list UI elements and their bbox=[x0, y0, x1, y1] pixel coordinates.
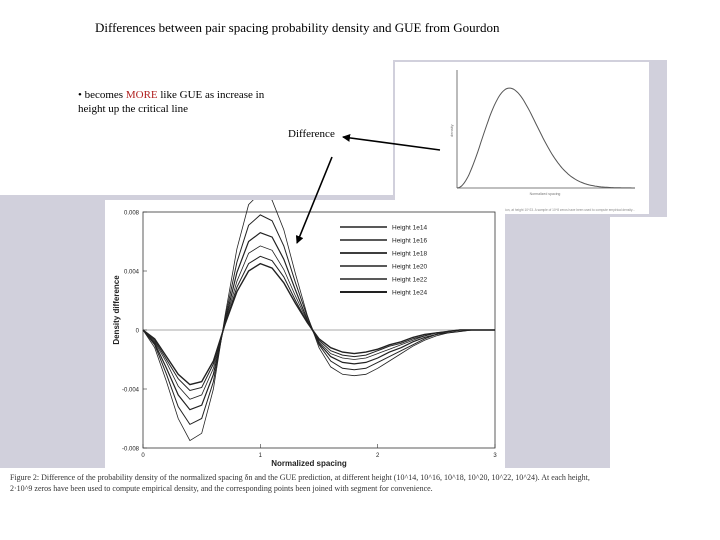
gue-density-curve bbox=[456, 87, 635, 189]
arrow-to-main-figure bbox=[295, 156, 333, 244]
bullet-highlight: MORE bbox=[125, 89, 158, 101]
figure-caption: Figure 2: Difference of the probability … bbox=[10, 473, 590, 493]
legend-label-1: Height 1e14 bbox=[392, 225, 427, 232]
gue-x-label: Normalized spacing bbox=[530, 192, 561, 196]
legend-label-3: Height 1e18 bbox=[392, 251, 427, 258]
caption-box bbox=[0, 468, 610, 500]
y-tick-label: 0 bbox=[136, 329, 140, 335]
x-tick-label: 3 bbox=[493, 453, 497, 459]
arrow-to-top-figure bbox=[342, 133, 441, 151]
x-tick-label: 0 bbox=[141, 453, 145, 459]
x-tick-label: 2 bbox=[376, 453, 380, 459]
bullet-suffix: like GUE as increase in height up the cr… bbox=[78, 89, 265, 115]
legend-label-2: Height 1e16 bbox=[392, 238, 427, 245]
y-axis-label: Density difference bbox=[112, 275, 121, 345]
slide-title: Differences between pair spacing probabi… bbox=[95, 20, 500, 35]
y-tick-label: -0.004 bbox=[122, 388, 140, 394]
gue-caption: Figure 1: Probability density of the nor… bbox=[399, 208, 635, 212]
y-tick-label: 0.004 bbox=[124, 270, 140, 276]
legend-label-5: Height 1e22 bbox=[392, 277, 427, 284]
gue-density-plot: density Normalized spacing Figure 1: Pro… bbox=[399, 70, 635, 212]
x-tick-label: 1 bbox=[259, 453, 263, 459]
density-difference-figure: 0.008 0.004 0 -0.004 -0.008 0 1 2 3 Normalized sp… bbox=[105, 192, 505, 468]
legend-label-6: Height 1e24 bbox=[392, 290, 427, 297]
gue-density-figure: density Normalized spacing Figure 1: Pro… bbox=[395, 62, 649, 214]
gue-y-label: density bbox=[449, 124, 454, 137]
series-line-3 bbox=[142, 232, 495, 411]
bullet-prefix: • becomes bbox=[78, 89, 126, 101]
legend-label-4: Height 1e20 bbox=[392, 264, 427, 271]
x-axis-label: Normalized spacing bbox=[271, 459, 347, 468]
y-tick-label: 0.008 bbox=[124, 211, 140, 217]
bullet-text: • becomes MORE like GUE as increase in h… bbox=[78, 88, 278, 116]
difference-label: Difference bbox=[288, 128, 335, 140]
series-line-6 bbox=[142, 262, 495, 386]
series-line-1 bbox=[142, 192, 495, 442]
y-tick-label: -0.008 bbox=[122, 447, 140, 453]
